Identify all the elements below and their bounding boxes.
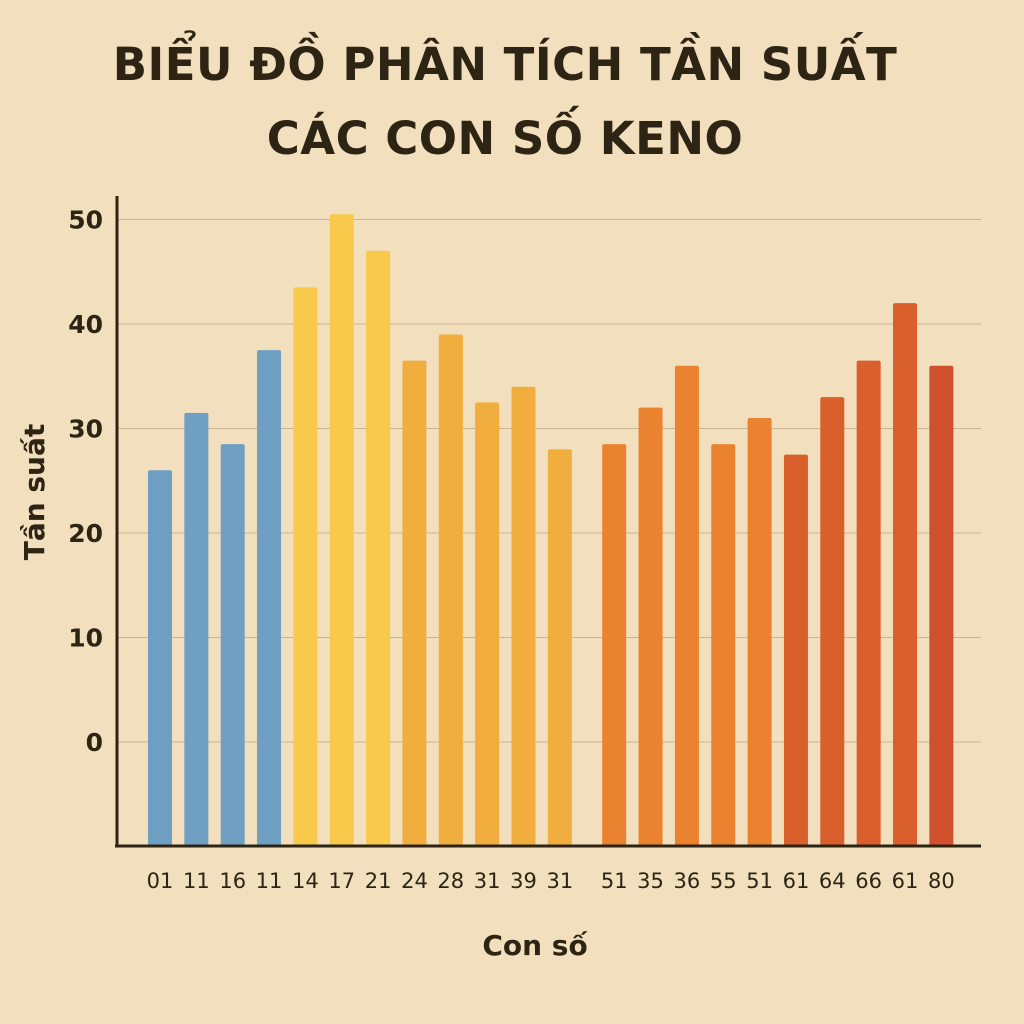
x-tick-label: 21 — [365, 869, 392, 893]
x-tick-label: 31 — [474, 869, 501, 893]
y-tick-label: 30 — [68, 415, 103, 444]
y-tick-label: 0 — [86, 728, 103, 757]
bar-24-7 — [402, 360, 427, 846]
x-tick-label: 51 — [746, 869, 773, 893]
bar-55-15 — [711, 444, 736, 846]
bar-21-6 — [366, 250, 391, 847]
x-axis-label: Con số — [482, 929, 588, 962]
x-tick-label: 17 — [328, 869, 355, 893]
bars-group — [148, 214, 954, 847]
x-tick-label: 35 — [637, 869, 664, 893]
bar-51-12 — [602, 444, 627, 846]
x-tick-label: 61 — [892, 869, 919, 893]
bar-64-18 — [820, 397, 845, 846]
x-tick-label: 14 — [292, 869, 319, 893]
y-tick-label: 10 — [68, 624, 103, 653]
bar-17-5 — [329, 214, 354, 846]
x-tick-label: 31 — [546, 869, 573, 893]
x-tick-label: 36 — [674, 869, 701, 893]
bar-11-1 — [184, 412, 209, 846]
x-tick-label: 61 — [783, 869, 810, 893]
bar-28-8 — [438, 334, 463, 846]
bar-80-21 — [929, 365, 954, 846]
chart-title-line-2: CÁC CON SỐ KENO — [266, 112, 744, 165]
bar-14-4 — [293, 287, 318, 846]
bar-39-10 — [511, 386, 536, 846]
x-tick-label: 01 — [147, 869, 174, 893]
y-tick-label: 20 — [68, 519, 103, 548]
y-axis-label: Tần suất — [18, 424, 51, 561]
x-tick-label: 16 — [219, 869, 246, 893]
x-tick-label: 64 — [819, 869, 846, 893]
x-tick-label: 66 — [855, 869, 882, 893]
bar-01-0 — [148, 470, 172, 846]
x-tick-label: 80 — [928, 869, 955, 893]
x-tick-label: 51 — [601, 869, 628, 893]
bar-16-2 — [220, 444, 245, 846]
y-tick-label: 40 — [68, 310, 103, 339]
bar-31-9 — [475, 402, 500, 846]
bar-61-20 — [893, 303, 917, 847]
bar-61-17 — [783, 454, 808, 846]
x-tick-label: 11 — [256, 869, 283, 893]
bar-66-19 — [856, 360, 881, 846]
x-tick-label: 24 — [401, 869, 428, 893]
bar-36-14 — [674, 365, 699, 846]
bar-11-3 — [257, 350, 282, 846]
y-tick-labels: 0 10 20 30 40 50 — [68, 206, 103, 758]
x-tick-label: 39 — [510, 869, 537, 893]
bar-51-16 — [747, 418, 772, 846]
x-tick-label: 28 — [437, 869, 464, 893]
x-tick-label: 11 — [183, 869, 210, 893]
chart-title-line-1: BIỂU ĐỒ PHÂN TÍCH TẦN SUẤT — [112, 38, 898, 91]
y-tick-label: 50 — [68, 206, 103, 235]
bar-31-11 — [547, 449, 572, 846]
x-tick-label: 55 — [710, 869, 737, 893]
x-tick-labels: 01 11 16 11 14 17 21 24 28 31 39 31 51 35 36 55 51 61 64 66… — [147, 869, 955, 893]
bar-35-13 — [638, 407, 663, 846]
